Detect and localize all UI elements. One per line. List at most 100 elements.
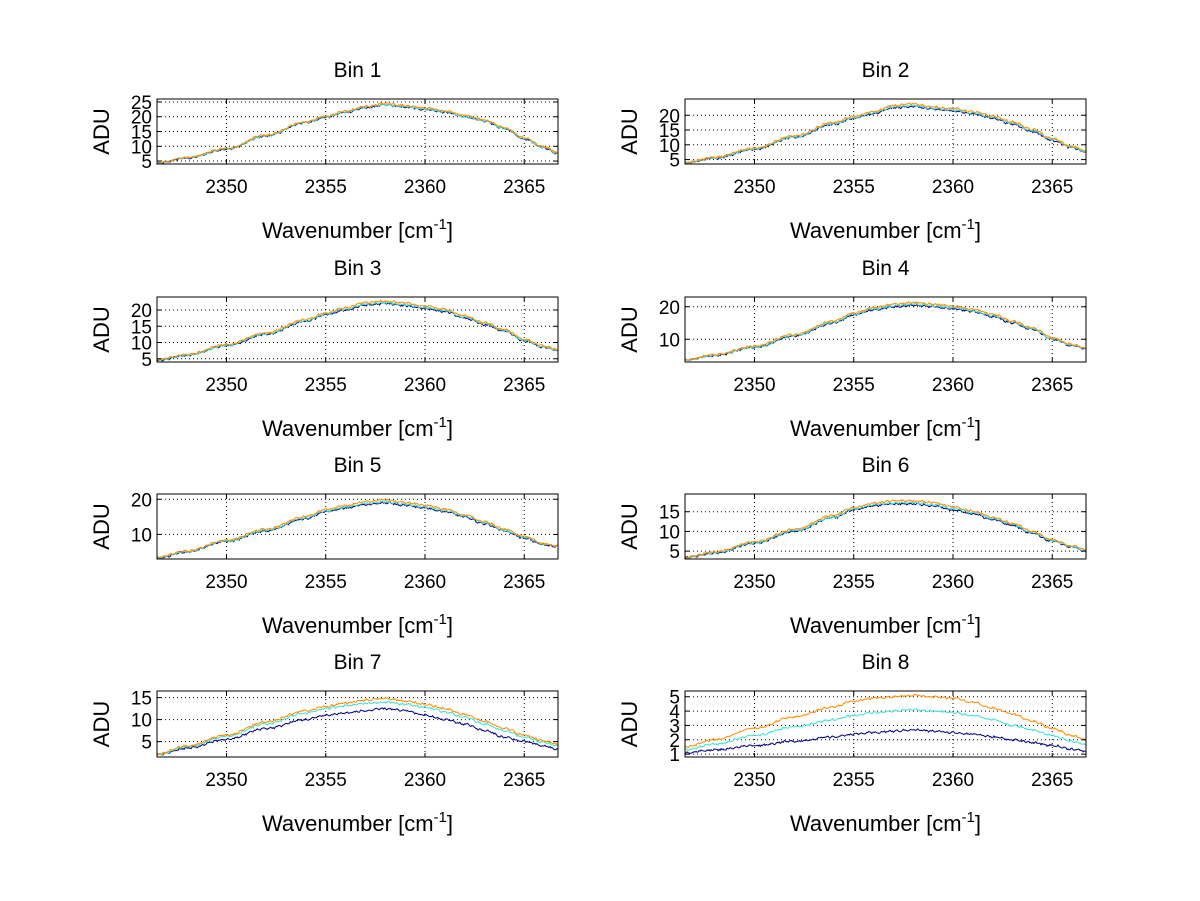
y-tick-label: 5 (141, 350, 152, 371)
grid (157, 494, 558, 559)
y-tick-label: 20 (131, 490, 152, 511)
grid (157, 99, 558, 164)
y-tick-label: 15 (131, 317, 152, 338)
x-tick-label: 2360 (404, 375, 446, 396)
subplot-title: Bin 2 (862, 59, 910, 82)
y-tick-label: 10 (659, 330, 680, 351)
x-tick-label: 2365 (503, 177, 545, 198)
x-tick-label: 2365 (1031, 572, 1073, 593)
x-axis-label-end: ] (975, 613, 981, 638)
y-tick-label: 15 (659, 121, 680, 142)
y-tick-label: 2 (669, 731, 680, 752)
x-tick-label: 2355 (305, 770, 347, 791)
x-tick-label: 2365 (503, 375, 545, 396)
subplot-title: Bin 3 (334, 257, 382, 280)
x-tick-label: 2365 (1031, 177, 1073, 198)
x-tick-label: 2355 (833, 770, 875, 791)
series-line-3 (684, 102, 1087, 164)
y-tick-label: 5 (141, 733, 152, 754)
x-tick-label: 2350 (733, 177, 775, 198)
y-tick-label: 10 (659, 136, 680, 157)
y-tick-label: 10 (131, 525, 152, 546)
y-tick-label: 20 (131, 301, 152, 322)
y-tick-label: 10 (131, 711, 152, 732)
y-axis-label: ADU (617, 108, 642, 154)
x-axis-label-end: ] (447, 416, 453, 441)
subplot-bin-4: 2350 2355 2360 2365 10 20 Bin 4 Wavenumber [cm-… (617, 257, 1087, 441)
x-axis-label-sup: -1 (434, 611, 447, 628)
y-axis-label: ADU (89, 306, 114, 352)
x-tick-label: 2360 (404, 177, 446, 198)
x-tick-label: 2350 (205, 375, 247, 396)
y-tick-label: 5 (141, 152, 152, 173)
x-axis-label: Wavenumber [cm-1] (262, 809, 453, 836)
y-tick-label: 20 (131, 108, 152, 129)
x-axis-label-main: Wavenumber [cm (790, 416, 962, 441)
subplot-title: Bin 8 (862, 651, 910, 674)
x-tick-label: 2350 (733, 375, 775, 396)
x-tick-label: 2355 (833, 177, 875, 198)
y-axis-label: ADU (617, 503, 642, 549)
y-tick-label: 15 (131, 123, 152, 144)
series-line-3 (684, 499, 1087, 559)
x-tick-label: 2360 (932, 572, 974, 593)
y-tick-label: 20 (659, 106, 680, 127)
x-tick-label: 2360 (404, 572, 446, 593)
x-axis-label-end: ] (447, 218, 453, 243)
x-axis-label: Wavenumber [cm-1] (262, 414, 453, 441)
x-axis-label-sup: -1 (962, 216, 975, 233)
x-axis-label-end: ] (975, 218, 981, 243)
subplot-title: Bin 1 (334, 59, 382, 82)
x-axis-label-end: ] (447, 613, 453, 638)
series-line-2 (684, 500, 1087, 559)
x-tick-label: 2350 (733, 770, 775, 791)
y-tick-label: 15 (659, 503, 680, 524)
y-axis-label: ADU (89, 701, 114, 747)
series-line-3 (156, 299, 558, 362)
x-tick-label: 2365 (1031, 770, 1073, 791)
x-tick-label: 2360 (932, 375, 974, 396)
series-line-3 (156, 697, 559, 756)
axes-frame (684, 690, 1087, 758)
x-axis-label-end: ] (447, 811, 453, 836)
y-tick-label: 5 (669, 688, 680, 709)
x-axis-label: Wavenumber [cm-1] (790, 216, 981, 243)
x-tick-label: 2360 (404, 770, 446, 791)
x-axis-label-end: ] (975, 416, 981, 441)
x-tick-label: 2365 (503, 572, 545, 593)
series-line-2 (684, 302, 1087, 362)
y-tick-label: 25 (131, 93, 152, 114)
x-tick-label: 2355 (305, 572, 347, 593)
x-axis-label: Wavenumber [cm-1] (262, 611, 453, 638)
x-axis-label-main: Wavenumber [cm (262, 416, 434, 441)
series-line-3 (684, 300, 1087, 361)
y-tick-label: 20 (659, 298, 680, 319)
y-tick-label: 10 (131, 334, 152, 355)
x-axis-label-main: Wavenumber [cm (790, 613, 962, 638)
grid (685, 494, 1086, 559)
x-axis-label-main: Wavenumber [cm (790, 218, 962, 243)
series-line-3 (157, 498, 559, 559)
x-tick-label: 2350 (733, 572, 775, 593)
x-axis-label: Wavenumber [cm-1] (262, 216, 453, 243)
x-axis-label: Wavenumber [cm-1] (790, 611, 981, 638)
series-line-1 (156, 707, 559, 756)
series-line-3 (684, 693, 1087, 749)
x-tick-label: 2360 (932, 770, 974, 791)
x-axis-label-main: Wavenumber [cm (262, 811, 434, 836)
y-tick-label: 5 (669, 542, 680, 563)
x-axis-label-sup: -1 (962, 809, 975, 826)
x-tick-label: 2365 (503, 770, 545, 791)
subplot-title: Bin 4 (862, 257, 910, 280)
x-axis-label-main: Wavenumber [cm (262, 218, 434, 243)
axes-frame (684, 296, 1087, 363)
grid (685, 99, 1086, 164)
subplot-title: Bin 6 (862, 454, 910, 477)
series-line-2 (156, 700, 559, 756)
subplot-title: Bin 7 (334, 651, 382, 674)
x-tick-label: 2350 (205, 572, 247, 593)
